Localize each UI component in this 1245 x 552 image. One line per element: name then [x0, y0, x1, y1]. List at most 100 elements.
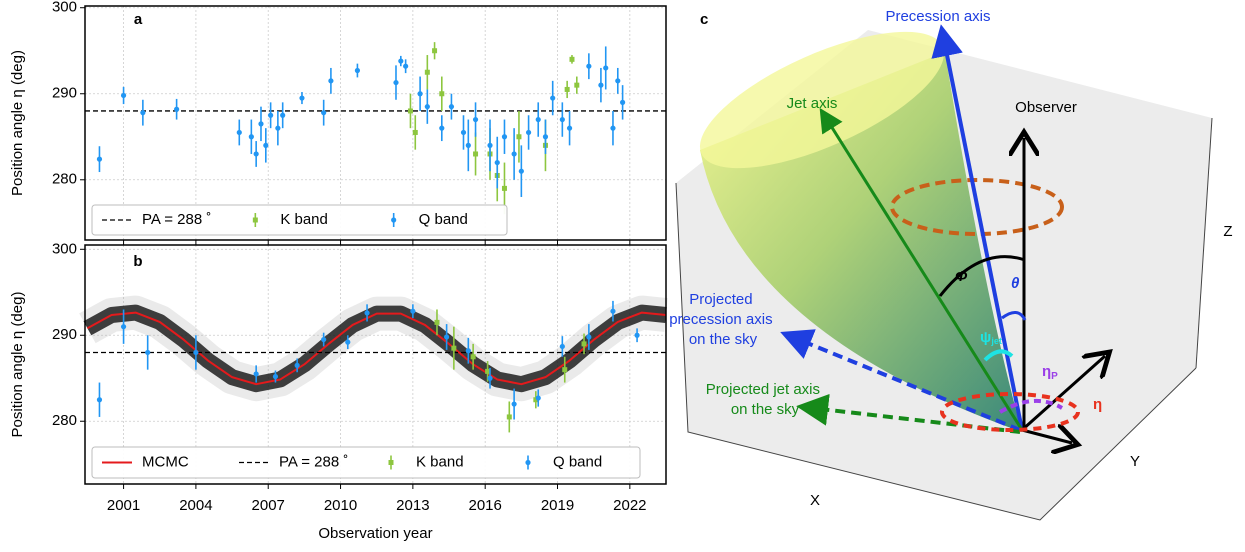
data-point	[263, 142, 269, 148]
data-point	[460, 129, 467, 136]
plot-frame	[84, 5, 667, 241]
z-axis-label: Z	[1223, 223, 1232, 240]
data-point	[140, 110, 146, 116]
label-line: Projected jet axis	[706, 381, 820, 398]
data-point	[403, 63, 409, 69]
data-point	[434, 319, 440, 325]
theta-arc	[1001, 311, 1027, 321]
data-point	[412, 129, 418, 135]
y-tick-label: 290	[52, 326, 77, 343]
jet-axis-arrow	[819, 107, 1024, 431]
data-point	[569, 56, 575, 62]
label-line: on the sky	[689, 331, 758, 348]
eta-p-label: ηP	[1042, 363, 1058, 382]
data-point	[439, 125, 445, 131]
projected-jet-label: Projected jet axis on the sky	[706, 381, 824, 418]
data-point	[550, 95, 556, 101]
data-point	[603, 65, 609, 71]
data-point	[581, 341, 587, 347]
legend-label: Q band	[553, 453, 602, 470]
y-tick-label: 300	[52, 0, 77, 16]
y-tick-label: 300	[52, 240, 77, 257]
z-axis-line	[1195, 117, 1213, 369]
eta-p-symbol: η	[1042, 363, 1051, 380]
label-line: Projected	[689, 291, 752, 308]
diagram: c Precession axis Jet axis Observer Proj…	[669, 8, 1233, 521]
cone-top	[699, 31, 945, 169]
data-point	[472, 116, 479, 123]
data-point	[96, 397, 103, 403]
data-point	[634, 332, 640, 338]
data-point	[562, 367, 568, 373]
psi-subscript: jet	[990, 336, 1002, 346]
data-point	[564, 86, 570, 92]
y-arrow	[1021, 356, 1105, 432]
data-point	[174, 106, 180, 112]
data-point	[511, 151, 517, 157]
data-point	[432, 48, 438, 54]
data-point	[299, 95, 305, 101]
data-point	[253, 371, 259, 377]
data-point	[328, 78, 334, 84]
data-point	[516, 134, 522, 140]
data-point	[417, 91, 423, 97]
data-point	[559, 116, 565, 123]
legend-symbol	[252, 217, 258, 223]
legend-symbol	[525, 459, 531, 466]
data-point	[439, 91, 445, 97]
data-point	[398, 58, 404, 64]
data-point	[535, 116, 541, 123]
x-tick-label: 2001	[107, 497, 140, 514]
x-tick-label: 2010	[324, 497, 357, 514]
data-point	[598, 82, 604, 88]
precession-circle	[890, 178, 1064, 236]
data-point	[470, 354, 476, 360]
data-point	[275, 125, 281, 131]
data-point	[407, 108, 413, 114]
x-tick-label: 2016	[469, 497, 502, 514]
data-point	[145, 349, 151, 356]
x-axis-label: X	[810, 492, 820, 509]
eta-p-subscript: P	[1051, 371, 1058, 382]
legend-symbol	[388, 460, 394, 465]
theta-label: θ	[1011, 275, 1020, 292]
data-point	[321, 336, 327, 343]
data-point	[620, 99, 626, 105]
y-tick-label: 280	[52, 412, 77, 429]
data-point	[321, 110, 327, 116]
legend-symbol	[391, 217, 397, 223]
data-point	[574, 82, 580, 88]
data-point	[542, 134, 549, 140]
data-point	[586, 334, 592, 340]
legend-box	[91, 446, 641, 479]
data-point	[272, 373, 279, 380]
data-point	[236, 129, 242, 136]
legend-label: K band	[280, 211, 328, 228]
panel-label: b	[133, 253, 142, 270]
panel-label: a	[134, 11, 143, 28]
data-point	[506, 414, 512, 420]
y-axis-label: Position angle η (deg)	[9, 292, 26, 438]
y-axis-label: Y	[1130, 453, 1140, 470]
box-axes	[675, 182, 1197, 521]
data-point	[424, 69, 430, 75]
data-point	[193, 349, 199, 356]
mcmc-line	[86, 311, 667, 386]
data-point	[487, 142, 493, 148]
legend-label: Q band	[419, 211, 468, 228]
precession-axis-label: Precession axis	[885, 8, 990, 25]
data-point	[354, 67, 361, 74]
data-point	[518, 168, 524, 174]
data-point	[364, 310, 370, 316]
data-point	[525, 129, 532, 136]
chart-panel: 280 290 300 2001 2004 2007 2010 2013 2016 2019 202…	[9, 240, 668, 542]
data-point	[487, 375, 493, 381]
label-line: precession axis	[669, 311, 772, 328]
data-point	[268, 112, 274, 118]
observer-label: Observer	[1015, 99, 1077, 116]
data-point	[451, 345, 457, 351]
data-point	[485, 368, 491, 374]
y-axis-label: Position angle η (deg)	[9, 50, 26, 196]
data-point	[120, 324, 127, 330]
legend-box	[91, 204, 508, 236]
